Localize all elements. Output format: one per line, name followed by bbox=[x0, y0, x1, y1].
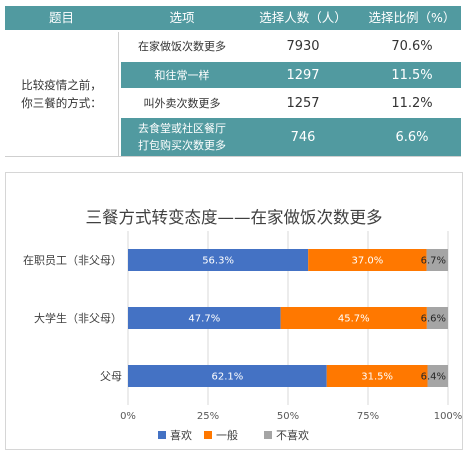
chart-title: 三餐方式转变态度——在家做饭次数更多 bbox=[86, 208, 383, 227]
x-tick-label: 0% bbox=[120, 411, 136, 422]
percent-cell: 11.5% bbox=[391, 67, 433, 83]
option-cell: 叫外卖次数更多 bbox=[143, 96, 221, 110]
data-label: 47.7% bbox=[188, 314, 220, 325]
table-row: 和往常一样 1297 11.5% bbox=[121, 62, 461, 88]
y-category-label: 父母 bbox=[100, 370, 122, 383]
table-header-row: 题目 选项 选择人数（人） 选择比例（%） bbox=[5, 6, 461, 30]
bar-segment bbox=[280, 307, 427, 329]
header-count: 选择人数（人） bbox=[259, 10, 347, 25]
header-percent: 选择比例（%） bbox=[368, 10, 456, 25]
option-cell: 在家做饭次数更多 bbox=[138, 39, 226, 53]
count-cell: 7930 bbox=[286, 38, 320, 54]
data-label: 31.5% bbox=[361, 372, 393, 383]
percent-cell: 6.6% bbox=[395, 129, 429, 145]
percent-cell: 70.6% bbox=[391, 38, 433, 54]
data-label: 62.1% bbox=[211, 372, 243, 383]
data-label: 6.6% bbox=[421, 314, 446, 325]
option-line: 去食堂或社区餐厅 bbox=[138, 122, 226, 135]
bar-segment bbox=[426, 249, 448, 271]
option-cell: 和往常一样 bbox=[154, 68, 210, 82]
header-question: 题目 bbox=[48, 10, 74, 25]
data-label: 6.4% bbox=[421, 372, 446, 383]
option-line: 打包购买次数更多 bbox=[138, 139, 226, 152]
survey-table: 题目 选项 选择人数（人） 选择比例（%） 比较疫情之前， 你三餐的方式： 在家… bbox=[5, 6, 461, 157]
question-line: 比较疫情之前， bbox=[21, 78, 102, 92]
question-cell: 比较疫情之前， 你三餐的方式： bbox=[5, 32, 119, 156]
table-row: 在家做饭次数更多 7930 70.6% bbox=[121, 32, 461, 60]
x-tick-label: 75% bbox=[357, 411, 379, 422]
chart-card: 三餐方式转变态度——在家做饭次数更多 0% 25% 50% 75% 100% 在职员工（非父… bbox=[5, 172, 463, 450]
x-tick-label: 100% bbox=[434, 411, 462, 422]
count-cell: 1257 bbox=[286, 95, 320, 111]
data-label: 56.3% bbox=[202, 256, 234, 267]
x-tick-label: 25% bbox=[197, 411, 219, 422]
bar-segment bbox=[426, 307, 448, 329]
percent-cell: 11.2% bbox=[391, 95, 433, 111]
data-label: 37.0% bbox=[351, 256, 383, 267]
y-category-label: 大学生（非父母） bbox=[34, 311, 122, 325]
bar-segment bbox=[427, 365, 448, 387]
legend-swatch bbox=[204, 431, 212, 439]
bar-segment bbox=[128, 307, 281, 329]
y-category-label: 在职员工（非父母） bbox=[23, 254, 122, 267]
bar-segment bbox=[128, 249, 309, 271]
data-label: 6.7% bbox=[421, 256, 446, 267]
question-line: 你三餐的方式： bbox=[21, 96, 102, 110]
option-cell: 去食堂或社区餐厅 打包购买次数更多 bbox=[121, 118, 243, 156]
stacked-bar-chart: 三餐方式转变态度——在家做饭次数更多 0% 25% 50% 75% 100% 在职员工（非父… bbox=[23, 208, 462, 442]
legend-label: 不喜欢 bbox=[276, 428, 309, 442]
legend-swatch bbox=[158, 431, 166, 439]
legend-label: 喜欢 bbox=[170, 428, 192, 442]
x-tick-label: 50% bbox=[277, 411, 299, 422]
bar-segment bbox=[326, 365, 428, 387]
count-cell: 1297 bbox=[286, 67, 320, 83]
legend-swatch bbox=[264, 431, 272, 439]
table-row: 去食堂或社区餐厅 打包购买次数更多 746 6.6% bbox=[121, 118, 461, 156]
bar-segment bbox=[128, 365, 327, 387]
bar-segment bbox=[308, 249, 427, 271]
header-option: 选项 bbox=[169, 10, 195, 25]
data-label: 45.7% bbox=[338, 314, 370, 325]
legend-label: 一般 bbox=[216, 429, 238, 442]
table-row: 叫外卖次数更多 1257 11.2% bbox=[121, 90, 461, 116]
count-cell: 746 bbox=[290, 129, 316, 145]
